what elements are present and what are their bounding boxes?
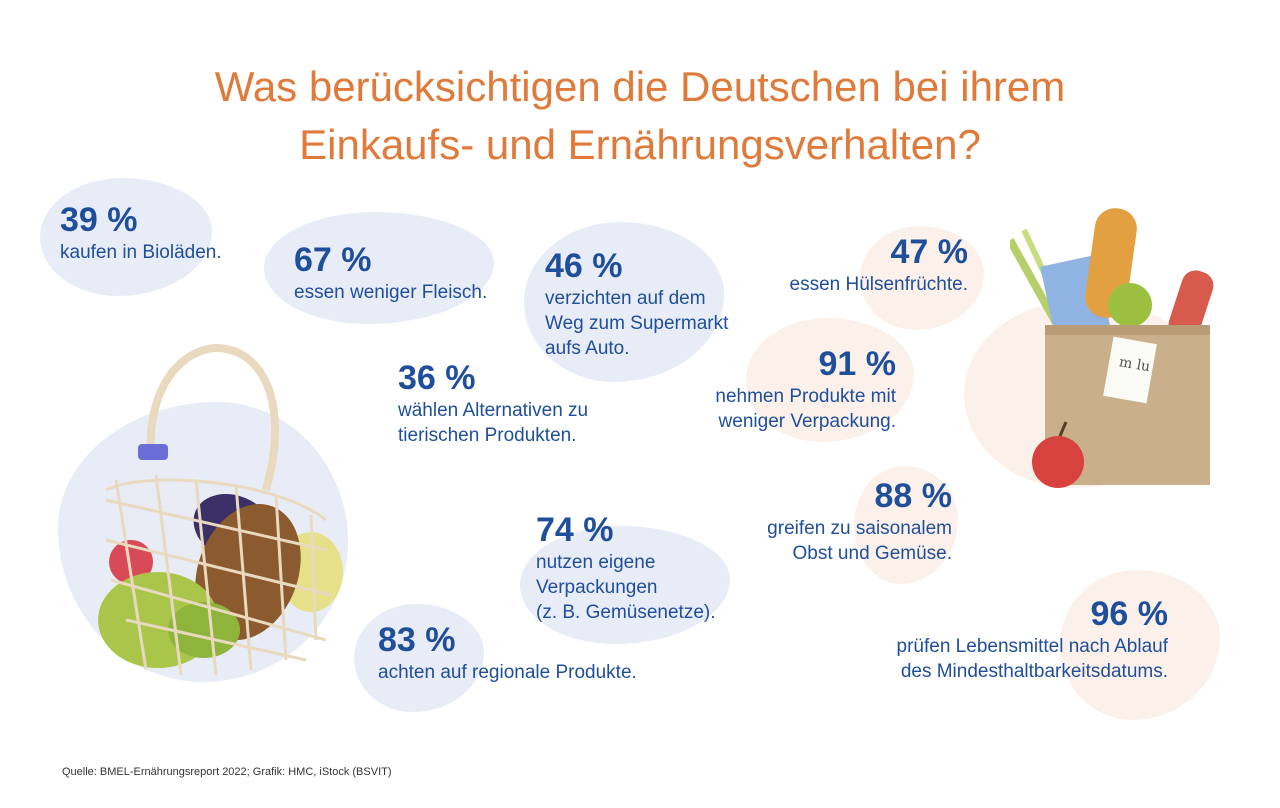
bg-blob: [520, 526, 730, 644]
stat-description: nehmen Produkte mit weniger Verpackung.: [715, 386, 896, 432]
bg-blob: [354, 604, 484, 712]
mesh-shopping-bag-icon: [98, 343, 343, 676]
page-title: Was berücksichtigen die Deutschen bei ih…: [0, 58, 1280, 174]
stat-huelsenfruechte: 47 % essen Hülsenfrüchte.: [790, 232, 969, 297]
stat-bioladen: 39 % kaufen in Bioläden.: [60, 200, 222, 265]
stat-percent: 88 %: [874, 477, 953, 515]
stat-eigene-verpackungen: 74 % nutzen eigene Verpackungen (z. B. G…: [536, 510, 716, 625]
stat-fleisch: 67 % essen weniger Fleisch.: [294, 240, 487, 305]
stat-description: nutzen eigene Verpackungen (z. B. Gemüse…: [536, 552, 716, 623]
stat-description: essen weniger Fleisch.: [294, 282, 488, 303]
svg-text:m lu: m lu: [1118, 354, 1152, 375]
bg-blob: [860, 226, 984, 330]
stat-description: greifen zu saisonalem Obst und Gemüse.: [767, 518, 952, 564]
bg-blob: [746, 318, 914, 442]
bg-blob: [1060, 570, 1220, 720]
stat-verpackung: 91 % nehmen Produkte mit weniger Verpack…: [715, 344, 896, 434]
title-line-1: Was berücksichtigen die Deutschen bei ih…: [214, 63, 1066, 110]
stat-description: wählen Alternativen zu tierischen Produk…: [398, 400, 589, 446]
bg-blob: [854, 466, 958, 584]
stat-description: essen Hülsenfrüchte.: [789, 274, 969, 295]
stat-percent: 46 %: [545, 247, 623, 285]
stat-description: verzichten auf dem Weg zum Supermarkt au…: [545, 288, 729, 359]
bg-blob: [264, 212, 494, 324]
paper-grocery-bag-icon: m lu: [1010, 208, 1214, 488]
stat-regional: 83 % achten auf regionale Produkte.: [378, 620, 637, 685]
stat-percent: 39 %: [60, 201, 138, 239]
title-line-2: Einkaufs- und Ernährungsverhalten?: [299, 121, 981, 168]
stat-percent: 74 %: [536, 511, 614, 549]
stat-percent: 67 %: [294, 241, 372, 279]
stat-description: prüfen Lebensmittel nach Ablauf des Mind…: [896, 636, 1168, 682]
stat-percent: 83 %: [378, 621, 456, 659]
stat-auto: 46 % verzichten auf dem Weg zum Supermar…: [545, 246, 728, 361]
stat-percent: 96 %: [1090, 595, 1169, 633]
stat-alternativen: 36 % wählen Alternativen zu tierischen P…: [398, 358, 588, 448]
stat-mhd: 96 % prüfen Lebensmittel nach Ablauf des…: [897, 594, 1168, 684]
stat-description: achten auf regionale Produkte.: [378, 662, 637, 683]
bg-blob: [524, 222, 724, 382]
stat-percent: 91 %: [818, 345, 897, 383]
source-note: Quelle: BMEL-Ernährungsreport 2022; Graf…: [62, 766, 392, 778]
bg-blob: [40, 178, 212, 296]
stat-percent: 47 %: [890, 233, 969, 271]
stat-saisonal: 88 % greifen zu saisonalem Obst und Gemü…: [767, 476, 952, 566]
stat-percent: 36 %: [398, 359, 476, 397]
stat-description: kaufen in Bioläden.: [60, 242, 222, 263]
